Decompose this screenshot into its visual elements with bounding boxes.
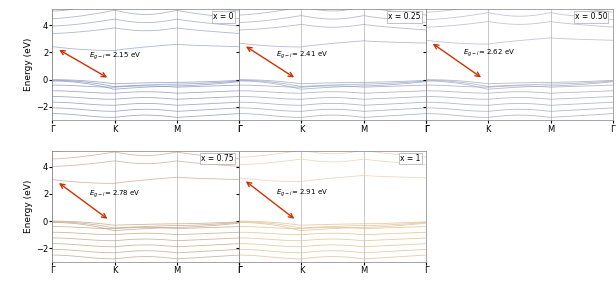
Text: x = 0.75: x = 0.75 (201, 154, 233, 163)
Text: x = 0.25: x = 0.25 (388, 12, 421, 21)
Text: $E_{g-i}$= 2.91 eV: $E_{g-i}$= 2.91 eV (276, 187, 328, 199)
Text: $E_{g-i}$= 2.15 eV: $E_{g-i}$= 2.15 eV (89, 51, 142, 62)
Text: $E_{g-i}$= 2.78 eV: $E_{g-i}$= 2.78 eV (89, 188, 141, 200)
Text: $E_{g-i}$= 2.62 eV: $E_{g-i}$= 2.62 eV (463, 48, 515, 59)
Text: x = 0.50: x = 0.50 (575, 12, 607, 21)
Text: $E_{g-i}$= 2.41 eV: $E_{g-i}$= 2.41 eV (276, 49, 328, 61)
Y-axis label: Energy (eV): Energy (eV) (24, 179, 33, 233)
Text: x = 0: x = 0 (213, 12, 233, 21)
Text: x = 1: x = 1 (400, 154, 421, 163)
Y-axis label: Energy (eV): Energy (eV) (24, 38, 33, 92)
